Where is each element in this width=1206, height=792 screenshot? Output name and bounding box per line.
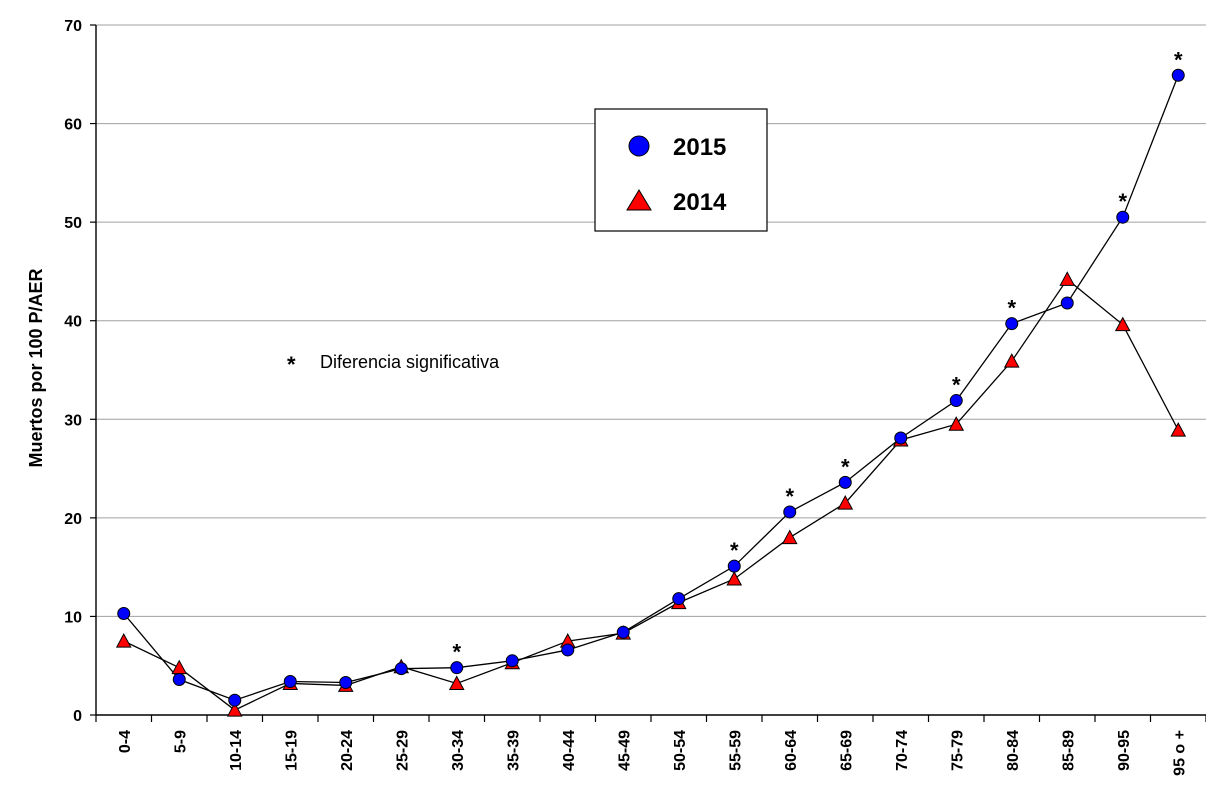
- series-line-2015: [123, 75, 1179, 701]
- significance-marker: *: [952, 373, 961, 398]
- data-point-2015: [228, 693, 242, 707]
- data-point-2015: [117, 606, 131, 620]
- x-tick-label: 40-44: [561, 730, 578, 771]
- significance-marker: *: [452, 640, 461, 665]
- y-axis-title: Muertos por 100 P/AER: [26, 268, 46, 467]
- data-point-2015: [1116, 210, 1130, 224]
- legend-triangle-marker: [626, 189, 652, 211]
- x-tick-label: 35-39: [505, 730, 522, 771]
- significance-marker: *: [1174, 47, 1183, 72]
- data-point-2015: [283, 674, 297, 688]
- y-tick-label: 0: [73, 708, 82, 725]
- y-tick-label: 70: [64, 18, 82, 35]
- x-tick-label: 65-69: [838, 730, 855, 771]
- data-point-2015: [1005, 317, 1019, 331]
- x-tick-label: 15-19: [283, 730, 300, 771]
- x-tick-label: 50-54: [672, 730, 689, 771]
- y-tick-label: 60: [64, 117, 82, 134]
- data-point-2014: [448, 675, 465, 690]
- x-tick-labels: 0-4 5-9 10-14 15-19 20-24 25-29 30-34 35-39 40-4…: [117, 730, 1189, 776]
- data-point-2015: [672, 592, 686, 606]
- data-point-2015: [783, 505, 797, 519]
- data-point-2015: [450, 661, 464, 675]
- x-tick-label: 85-89: [1060, 730, 1077, 771]
- data-point-2015: [894, 431, 908, 445]
- data-point-2014: [1114, 316, 1131, 332]
- significance-note: * Diferencia significativa: [287, 352, 500, 377]
- significance-marker: *: [730, 538, 739, 563]
- x-tick-label: 75-79: [949, 730, 966, 771]
- y-tick-label: 40: [64, 314, 82, 331]
- y-tick-labels: 0 10 20 30 40 50 60 70: [64, 18, 82, 725]
- x-tick-label: 10-14: [228, 730, 245, 771]
- x-tick-label: 70-74: [894, 730, 911, 771]
- significance-markers: * * * * * * * *: [452, 47, 1183, 664]
- x-tick-label: 45-49: [616, 730, 633, 771]
- legend-circle-marker: [628, 135, 650, 157]
- data-point-2014: [226, 702, 243, 717]
- data-point-2015: [727, 559, 741, 573]
- significance-marker: *: [785, 484, 794, 509]
- data-point-2014: [115, 633, 132, 648]
- x-tick-label: 80-84: [1005, 730, 1022, 771]
- data-point-2015: [1060, 296, 1074, 310]
- x-tick-label: 95 o +: [1171, 730, 1188, 776]
- x-tick-label: 55-59: [727, 730, 744, 771]
- series: [115, 68, 1187, 717]
- legend-label-2015: 2015: [673, 134, 726, 161]
- data-point-2014: [1059, 271, 1076, 286]
- data-point-2015: [616, 625, 630, 639]
- y-tick-label: 10: [64, 609, 82, 626]
- series-line-2014: [123, 278, 1179, 711]
- data-point-2015: [561, 643, 575, 657]
- data-point-2014: [1003, 353, 1020, 368]
- x-tick-label: 30-34: [450, 730, 467, 771]
- y-tick-label: 50: [64, 215, 82, 232]
- significance-marker: *: [1007, 296, 1016, 321]
- legend-label-2014: 2014: [673, 189, 727, 216]
- data-point-2014: [948, 416, 965, 431]
- significance-marker: *: [841, 454, 850, 479]
- data-point-2014: [171, 659, 188, 675]
- data-point-2015: [949, 394, 963, 408]
- significance-note-text: Diferencia significativa: [320, 352, 500, 372]
- data-point-2014: [781, 529, 798, 545]
- significance-star: *: [287, 352, 296, 377]
- data-point-2014: [1170, 422, 1187, 437]
- y-tick-label: 30: [64, 412, 82, 429]
- x-tick-label: 20-24: [339, 730, 356, 771]
- data-point-2015: [339, 675, 353, 689]
- data-point-2015: [838, 475, 852, 489]
- data-point-2015: [505, 654, 519, 668]
- data-point-2015: [394, 662, 408, 676]
- x-tick-label: 90-95: [1116, 730, 1133, 771]
- data-point-2015: [1171, 68, 1185, 82]
- y-tick-label: 20: [64, 511, 82, 528]
- x-tick-label: 5-9: [172, 730, 189, 753]
- data-point-2014: [726, 570, 743, 586]
- significance-marker: *: [1118, 189, 1127, 214]
- axes: [90, 24, 1206, 722]
- x-tick-label: 25-29: [394, 730, 411, 771]
- x-tick-label: 0-4: [117, 730, 134, 753]
- data-point-2015: [172, 673, 186, 687]
- legend-box: [594, 108, 768, 232]
- legend: 2015 2014: [594, 108, 768, 232]
- data-point-2014: [837, 495, 854, 510]
- x-tick-label: 60-64: [783, 730, 800, 771]
